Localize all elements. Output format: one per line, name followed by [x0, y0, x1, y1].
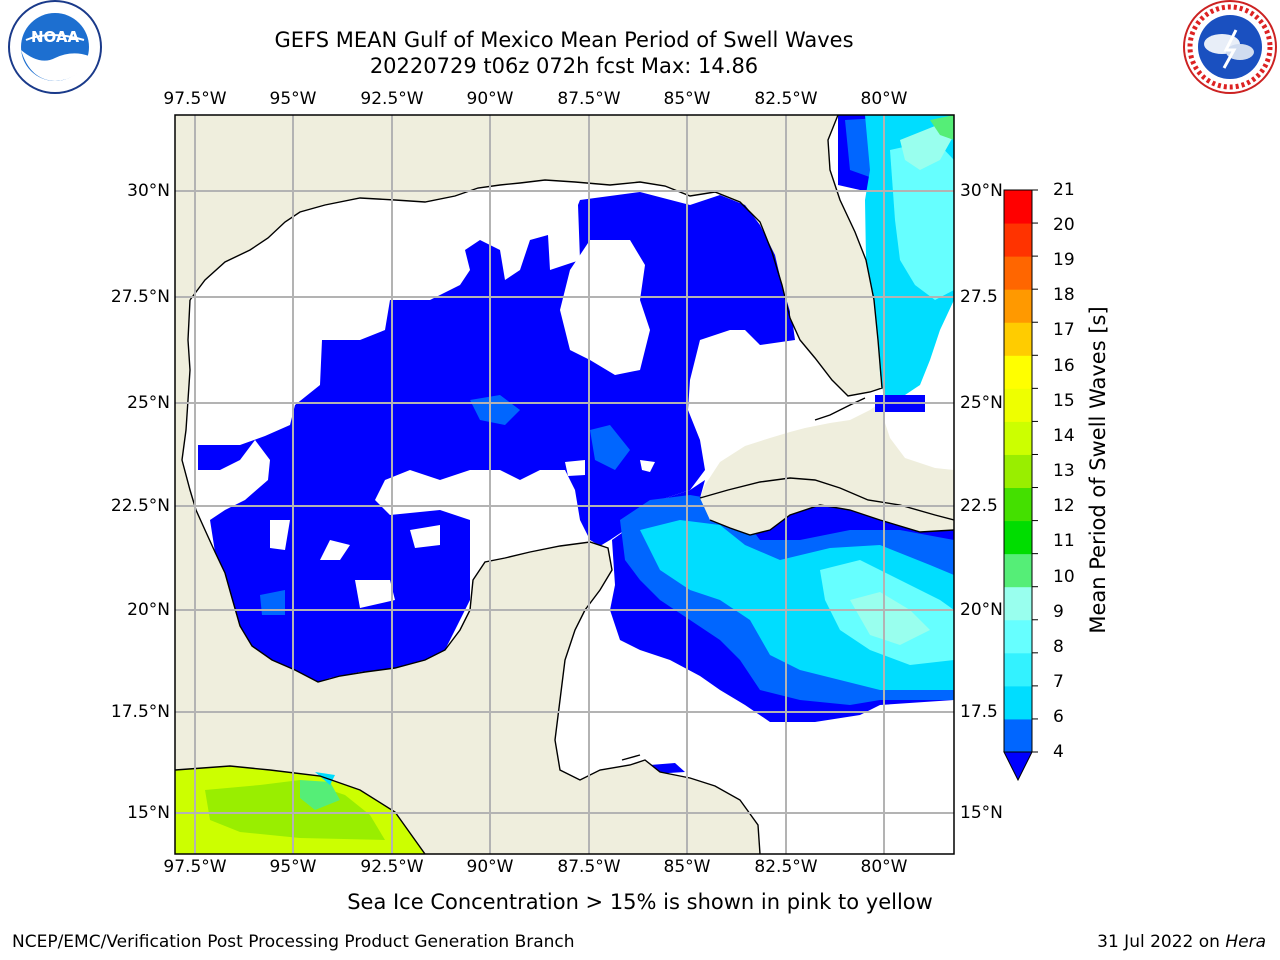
colorbar-tick: 10 [1053, 567, 1075, 587]
colorbar-tick: 13 [1053, 461, 1075, 481]
colorbar-bin [1004, 355, 1032, 389]
colorbar-tick: 4 [1053, 742, 1064, 762]
lon-label: 87.5°W [557, 89, 621, 109]
colorbar-tick: 6 [1053, 707, 1064, 727]
noaa-logo-text: NOAA [31, 28, 80, 46]
colorbar [1003, 189, 1038, 782]
lon-label: 85°W [663, 89, 711, 109]
colorbar-tick: 7 [1053, 672, 1064, 692]
lon-label: 97.5°W [163, 89, 227, 109]
colorbar-bin [1004, 223, 1032, 257]
colorbar-bin [1004, 586, 1032, 621]
lat-label: 25°N [127, 393, 170, 413]
lat-label: 22.5 [960, 496, 998, 516]
colorbar-bin [1004, 718, 1032, 753]
graticule [175, 115, 954, 854]
colorbar-title: Mean Period of Swell Waves [s] [1086, 306, 1110, 634]
lon-label: 85°W [663, 857, 711, 877]
lon-label: 92.5°W [360, 89, 424, 109]
chart-subtitle: 20220729 t06z 072h fcst Max: 14.86 [369, 54, 759, 78]
lon-label: 92.5°W [360, 857, 424, 877]
colorbar-bin [1004, 289, 1032, 323]
lon-label: 82.5°W [754, 857, 818, 877]
lat-label: 15°N [960, 803, 1003, 823]
colorbar-bin [1004, 322, 1032, 356]
lon-label: 95°W [269, 89, 317, 109]
colorbar-tick: 9 [1053, 602, 1064, 622]
lat-label: 30°N [960, 181, 1003, 201]
lon-label: 80°W [860, 857, 908, 877]
colorbar-tick: 21 [1053, 180, 1075, 200]
lat-label: 17.5°N [110, 702, 170, 722]
nws-logo-icon [1183, 0, 1277, 94]
noaa-logo-icon: NOAA [8, 0, 102, 94]
footer-date: 31 Jul 2022 on Hera [1097, 932, 1266, 952]
lat-label: 20°N [127, 600, 170, 620]
lon-label: 95°W [269, 857, 317, 877]
colorbar-bin [1004, 421, 1032, 455]
colorbar-tick: 12 [1053, 496, 1075, 516]
map-area [175, 115, 954, 854]
footer-host: Hera [1225, 932, 1266, 952]
colorbar-under-arrow [1003, 751, 1033, 782]
map-frame [174, 114, 955, 855]
lat-label: 27.5°N [110, 287, 170, 307]
colorbar-tick: 17 [1053, 320, 1075, 340]
sea-ice-caption: Sea Ice Concentration > 15% is shown in … [347, 890, 933, 914]
lat-label: 27.5 [960, 287, 998, 307]
colorbar-tick: 19 [1053, 250, 1075, 270]
colorbar-tick: 15 [1053, 391, 1075, 411]
chart-title: GEFS MEAN Gulf of Mexico Mean Period of … [274, 28, 854, 52]
colorbar-bin [1004, 685, 1032, 720]
lon-label: 97.5°W [163, 857, 227, 877]
colorbar-bin [1004, 256, 1032, 290]
colorbar-tick: 20 [1053, 215, 1075, 235]
colorbar-frame [1003, 189, 1033, 753]
colorbar-bin [1004, 520, 1032, 555]
lon-label: 90°W [466, 89, 514, 109]
lat-label: 22.5°N [110, 496, 170, 516]
lon-label: 87.5°W [557, 857, 621, 877]
lat-label: 25°N [960, 393, 1003, 413]
colorbar-tick: 14 [1053, 426, 1075, 446]
swell-field [175, 115, 954, 854]
lat-label: 17.5 [960, 702, 998, 722]
colorbar-tick: 8 [1053, 637, 1064, 657]
land-overlays [425, 115, 954, 854]
lon-label: 90°W [466, 857, 514, 877]
lat-label: 20°N [960, 600, 1003, 620]
colorbar-bin [1004, 619, 1032, 654]
colorbar-bin [1004, 553, 1032, 588]
colorbar-tick: 18 [1053, 285, 1075, 305]
colorbar-bin [1004, 487, 1032, 522]
colorbar-bin [1004, 388, 1032, 422]
colorbar-bin [1004, 190, 1032, 224]
colorbar-bin [1004, 454, 1032, 489]
lon-label: 82.5°W [754, 89, 818, 109]
lon-label: 80°W [860, 89, 908, 109]
lat-label: 30°N [127, 181, 170, 201]
colorbar-bin [1004, 652, 1032, 687]
footer-date-text: 31 Jul 2022 on [1097, 932, 1220, 952]
colorbar-tick: 11 [1053, 531, 1075, 551]
colorbar-tick: 16 [1053, 356, 1075, 376]
footer-credit: NCEP/EMC/Verification Post Processing Pr… [12, 932, 575, 952]
lat-label: 15°N [127, 803, 170, 823]
